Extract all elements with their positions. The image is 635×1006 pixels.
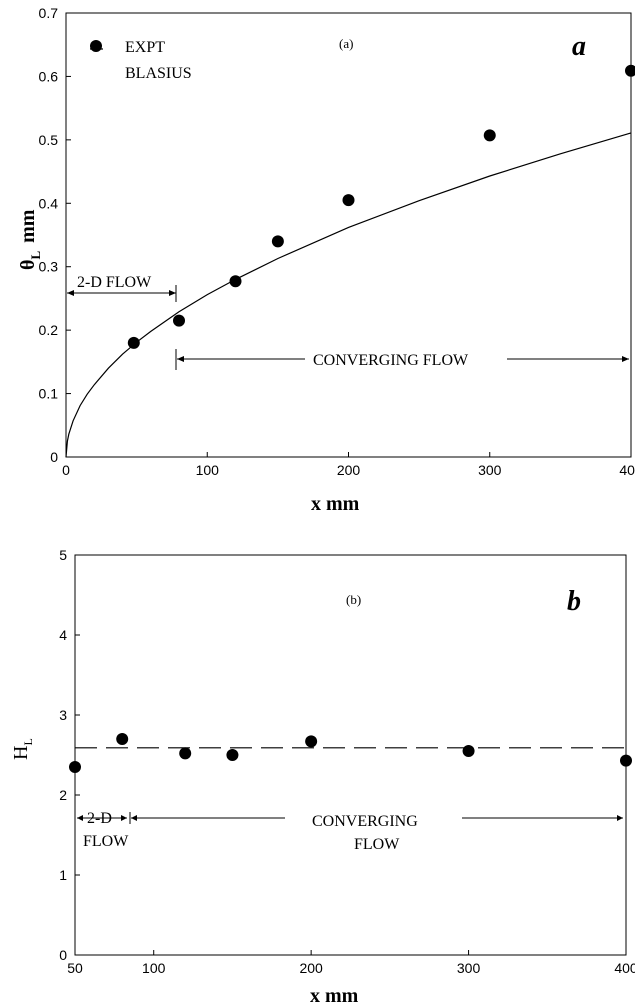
panel-tag-a: (a)	[339, 36, 353, 51]
x-axis-title-a: x mm	[311, 493, 360, 515]
legend-a: EXPT BLASIUS	[90, 39, 192, 82]
b-xtick-label: 200	[299, 960, 323, 976]
b-data-point	[226, 749, 239, 761]
arrowhead-left-icon	[67, 290, 74, 296]
plot-frame-b	[74, 554, 627, 956]
annotation-converging-flow-b: CONVERGING FLOW	[131, 813, 623, 853]
x-ticks-b: 50 100 200 300 400	[67, 950, 635, 976]
b-ytick-label: 4	[59, 627, 67, 643]
b-ytick-label: 2	[59, 787, 67, 803]
a-ytick-label: 0.5	[39, 132, 59, 148]
a-data-point	[173, 314, 185, 327]
b-xtick-label: 50	[67, 960, 83, 976]
x-axis-title-b: x mm	[310, 985, 359, 1006]
y-axis-unit-a: mm	[17, 209, 39, 243]
y-axis-title-a-main: θLmm	[17, 209, 43, 270]
panel-letter-a: a	[572, 31, 586, 62]
a-data-point	[229, 275, 242, 288]
arrowhead-right-icon	[617, 815, 623, 821]
panel-a: 0 0.1 0.2 0.3 0.4 0.5 0.6 0.7 0 100 200 300 400 EXP…	[17, 5, 635, 515]
arrowhead-right-icon	[169, 290, 176, 296]
label-2d-b-line2: FLOW	[83, 833, 129, 850]
b-data-point	[179, 747, 192, 760]
arrowhead-left-icon	[77, 815, 83, 821]
legend-label-blasius: BLASIUS	[125, 65, 192, 82]
a-xtick-label: 400	[619, 462, 635, 478]
y-axis-subscript-b: L	[21, 738, 35, 745]
legend-label-expt: EXPT	[125, 39, 165, 56]
a-xtick-label: 100	[196, 462, 220, 478]
y-axis-title-a: θLmm	[17, 209, 43, 270]
a-ytick-label: 0.1	[39, 386, 59, 402]
a-ytick-label: 0.4	[39, 195, 59, 211]
arrowhead-left-icon	[131, 815, 137, 821]
b-xtick-label: 400	[614, 960, 635, 976]
annotation-2d-flow-b: 2-D FLOW	[77, 810, 131, 850]
b-data-point	[69, 761, 81, 773]
label-converging-b-line1: CONVERGING	[312, 813, 418, 830]
panel-tag-b: (b)	[346, 592, 361, 607]
x-ticks-a: 0 100 200 300 400	[62, 452, 635, 478]
arrowhead-right-icon	[622, 356, 629, 362]
label-converging-flow-a: CONVERGING FLOW	[313, 352, 469, 369]
y-axis-subscript-a: L	[28, 251, 43, 260]
y-axis-title-b-main: HL	[10, 738, 35, 760]
y-axis-symbol-a: θ	[17, 260, 39, 270]
b-data-point	[305, 735, 318, 748]
a-ytick-label: 0.2	[39, 322, 59, 338]
panel-letter-b: b	[567, 586, 581, 617]
a-xtick-label: 200	[337, 462, 361, 478]
a-xtick-label: 0	[62, 462, 70, 478]
a-data-point	[342, 194, 355, 207]
label-2d-flow-a: 2-D FLOW	[77, 274, 152, 291]
arrowhead-left-icon	[177, 356, 184, 362]
y-axis-symbol-b: H	[10, 746, 32, 760]
panel-b: 0 1 2 3 4 5 50 100 200 300 400 (b) b 2-D FLOW CON…	[10, 547, 635, 1006]
a-ytick-label: 0.7	[39, 5, 59, 21]
a-ytick-label: 0	[50, 449, 58, 465]
b-ytick-label: 3	[59, 707, 67, 723]
b-xtick-label: 300	[457, 960, 481, 976]
expt-points-layer	[127, 64, 635, 349]
y-ticks-b: 0 1 2 3 4 5	[59, 547, 80, 963]
a-data-point	[271, 235, 284, 248]
b-ytick-label: 5	[59, 547, 67, 563]
blasius-curve-layer	[65, 132, 632, 458]
b-data-point	[462, 745, 475, 757]
b-data-point	[116, 733, 129, 745]
b-xtick-label: 100	[142, 960, 166, 976]
a-ytick-label: 0.6	[39, 68, 59, 84]
annotation-2d-flow-a: 2-D FLOW	[67, 274, 177, 302]
a-ytick-label: 0.3	[39, 259, 59, 275]
b-ytick-label: 1	[59, 867, 67, 883]
a-data-point	[127, 336, 140, 349]
a-data-point	[625, 64, 635, 77]
b-data-point	[620, 754, 632, 767]
legend-marker-expt	[90, 40, 102, 52]
b-ytick-label: 0	[59, 947, 67, 963]
points-layer-b	[69, 733, 632, 773]
arrowhead-right-icon	[121, 815, 127, 821]
y-axis-title-b: HL	[10, 738, 35, 760]
a-xtick-label: 300	[478, 462, 502, 478]
label-converging-b-line2: FLOW	[354, 836, 400, 853]
a-data-point	[483, 129, 496, 142]
y-ticks-a: 0 0.1 0.2 0.3 0.4 0.5 0.6 0.7	[39, 5, 71, 465]
label-2d-b-line1: 2-D	[87, 810, 112, 827]
annotation-converging-flow-a: CONVERGING FLOW	[175, 349, 629, 370]
a-blasius-curve	[65, 132, 632, 458]
